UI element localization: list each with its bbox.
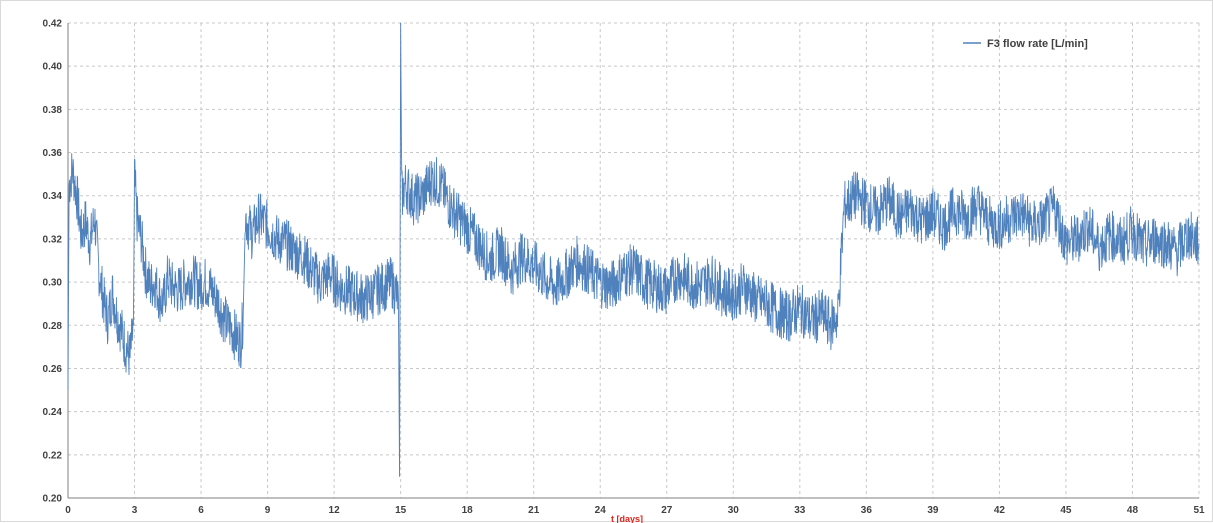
y-tick-label: 0.40 [43,62,63,73]
y-tick-label: 0.42 [43,19,63,30]
x-axis-title: t [days] [611,514,643,523]
series-line-f3-flow-rate [67,22,1200,477]
x-tick-label: 21 [528,505,540,516]
x-tick-label: 18 [462,505,474,516]
x-tick-label: 48 [1127,505,1139,516]
x-tick-label: 27 [661,505,673,516]
x-tick-label: 51 [1193,505,1205,516]
y-tick-label: 0.28 [43,321,63,332]
y-tick-label: 0.24 [43,407,63,418]
x-tick-label: 39 [927,505,939,516]
legend-label: F3 flow rate [L/min] [987,38,1088,50]
y-tick-label: 0.36 [43,148,63,159]
axes [67,23,1199,499]
x-tick-label: 30 [728,505,740,516]
x-tick-label: 9 [265,505,271,516]
legend: F3 flow rate [L/min] [963,38,1088,50]
y-tick-label: 0.26 [43,364,63,375]
y-tick-labels: 0.20 0.22 0.24 0.26 0.28 0.30 0.32 0.34 0.36 0.38… [43,19,63,505]
y-tick-label: 0.34 [43,191,63,202]
x-tick-label: 0 [65,505,71,516]
y-tick-label: 0.20 [43,494,63,505]
x-tick-label: 6 [198,505,204,516]
x-tick-label: 15 [395,505,407,516]
x-tick-label: 36 [861,505,873,516]
x-tick-label: 42 [994,505,1006,516]
series-lines [67,22,1200,477]
x-tick-label: 33 [794,505,806,516]
x-tick-label: 45 [1060,505,1072,516]
y-tick-label: 0.30 [43,278,63,289]
y-tick-label: 0.22 [43,450,63,461]
x-tick-labels: 0 3 6 9 12 15 18 21 24 27 30 33 36 39 42 45 48 51 [65,505,1205,516]
y-tick-label: 0.32 [43,234,63,245]
y-tick-label: 0.38 [43,105,63,116]
x-tick-label: 3 [132,505,138,516]
x-tick-label: 12 [329,505,341,516]
x-tick-label: 24 [595,505,607,516]
